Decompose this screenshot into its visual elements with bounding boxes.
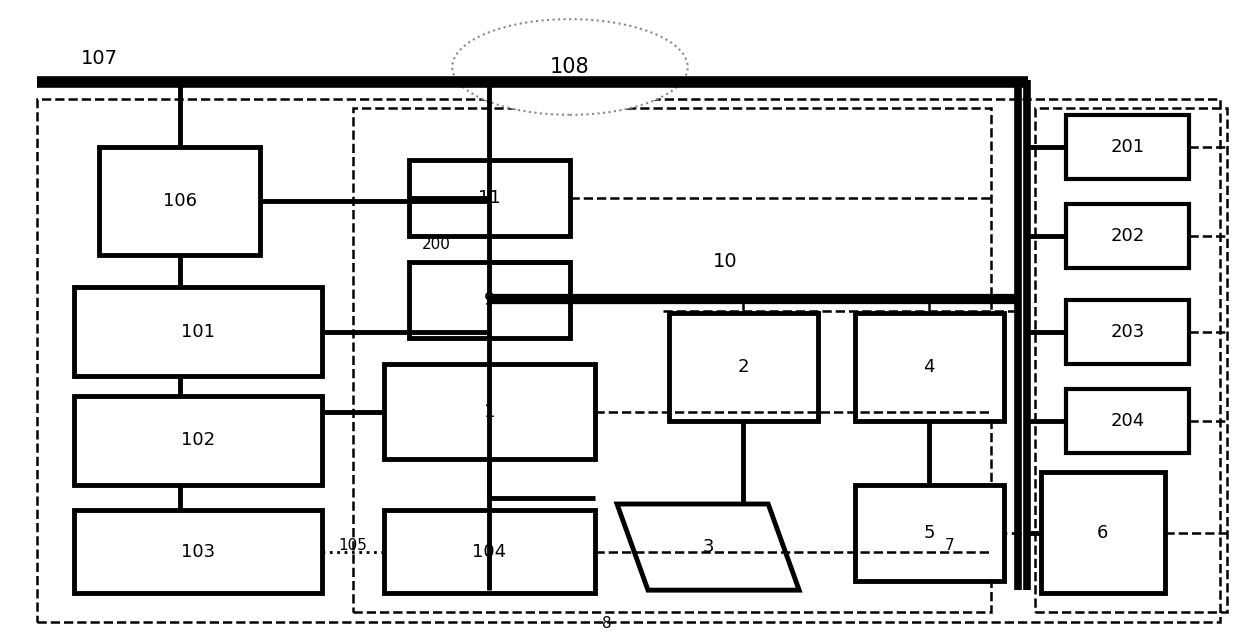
Text: 3: 3 bbox=[703, 538, 714, 556]
Text: 203: 203 bbox=[1110, 323, 1145, 341]
Bar bbox=[37, 99, 1220, 622]
Bar bbox=[74, 510, 322, 593]
Text: 6: 6 bbox=[1097, 524, 1109, 542]
Bar bbox=[74, 396, 322, 485]
Text: 103: 103 bbox=[181, 543, 216, 561]
Text: 106: 106 bbox=[162, 192, 197, 210]
Bar bbox=[855, 313, 1004, 421]
Bar bbox=[1066, 389, 1189, 453]
Text: 108: 108 bbox=[550, 57, 590, 77]
Bar bbox=[1066, 204, 1189, 268]
Text: 105: 105 bbox=[338, 538, 368, 553]
Bar bbox=[384, 510, 595, 593]
Bar bbox=[669, 313, 818, 421]
Text: 104: 104 bbox=[472, 543, 507, 561]
Bar bbox=[1066, 115, 1189, 179]
Text: 204: 204 bbox=[1110, 412, 1145, 430]
Bar bbox=[855, 485, 1004, 581]
Text: 202: 202 bbox=[1110, 227, 1145, 245]
Text: 102: 102 bbox=[181, 431, 216, 449]
Text: 9: 9 bbox=[483, 291, 496, 309]
Text: 200: 200 bbox=[421, 237, 451, 252]
Text: 1: 1 bbox=[483, 403, 496, 420]
Text: 5: 5 bbox=[923, 524, 935, 542]
Bar bbox=[409, 262, 570, 338]
Text: 4: 4 bbox=[923, 358, 935, 376]
Bar bbox=[99, 147, 260, 255]
Bar bbox=[1041, 472, 1165, 593]
Text: 201: 201 bbox=[1110, 138, 1145, 156]
Bar bbox=[74, 287, 322, 376]
Bar bbox=[384, 364, 595, 459]
Text: 107: 107 bbox=[81, 49, 118, 68]
Text: 11: 11 bbox=[478, 189, 501, 207]
Bar bbox=[353, 108, 991, 612]
Text: 101: 101 bbox=[181, 323, 216, 341]
Bar bbox=[1035, 108, 1227, 612]
Text: 8: 8 bbox=[602, 616, 612, 632]
Polygon shape bbox=[617, 504, 799, 590]
Bar bbox=[409, 160, 570, 236]
Text: 7: 7 bbox=[944, 538, 954, 553]
Text: 2: 2 bbox=[737, 358, 750, 376]
Text: 10: 10 bbox=[712, 252, 737, 271]
Ellipse shape bbox=[452, 19, 688, 115]
Bar bbox=[1066, 300, 1189, 364]
